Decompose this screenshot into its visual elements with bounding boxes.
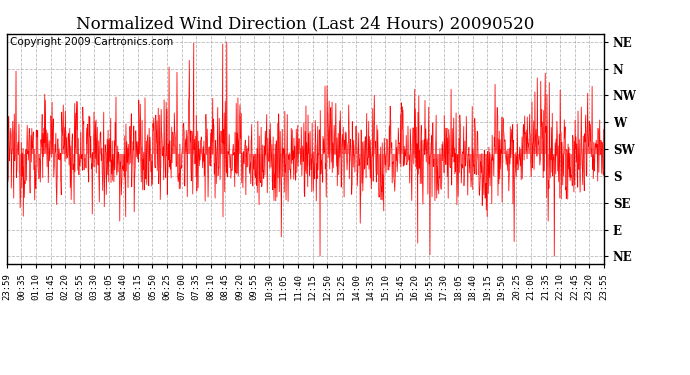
Text: Copyright 2009 Cartronics.com: Copyright 2009 Cartronics.com xyxy=(10,37,173,47)
Title: Normalized Wind Direction (Last 24 Hours) 20090520: Normalized Wind Direction (Last 24 Hours… xyxy=(76,15,535,32)
